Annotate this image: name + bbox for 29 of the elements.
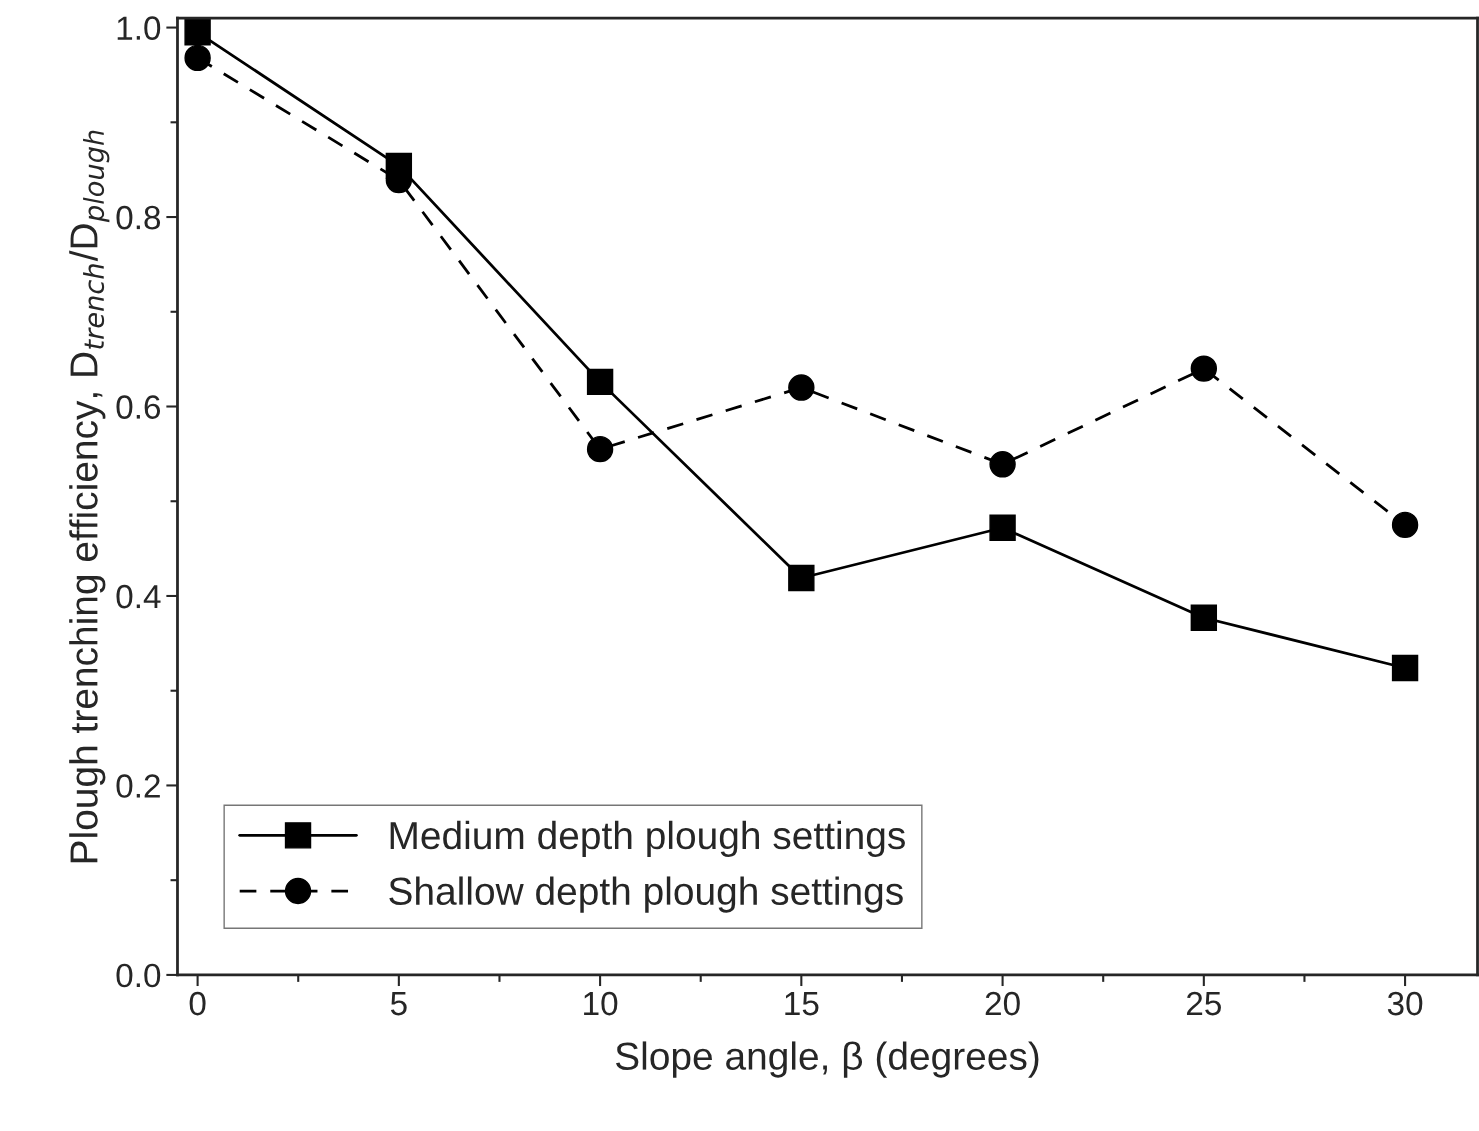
point [586,368,614,396]
x-tick-label: 0 [189,991,206,1016]
point [989,451,1016,478]
y-tick-label: 0.4 [116,584,161,609]
point [1391,654,1419,682]
x-tick-label: 5 [390,992,407,1016]
y-tick-label: 0.0 [116,963,161,988]
point [989,514,1016,541]
x-tick-label: 30 [1387,991,1423,1016]
y-tick-label: 0.8 [116,205,161,230]
y-tick-label: 1.0 [117,16,161,40]
point [1190,355,1218,382]
y-tick-label: 0.6 [116,395,161,419]
x-tick-label: 10 [584,991,618,1016]
point [1391,511,1419,539]
point [1190,604,1218,631]
x-tick-label: 15 [785,992,819,1016]
y-axis-title: Plough trenching efficiency, D$_{trench}$/D$_{plough}$ [69,130,110,863]
point [184,19,211,46]
point [788,374,815,401]
point [184,44,211,72]
x-tick-label: 25 [1186,991,1221,1016]
legend-label: Medium depth plough settings [390,820,905,857]
y-tick-label: 0.2 [116,774,160,798]
legend-label: Shallow depth plough settings [389,876,903,913]
point [586,435,614,463]
x-tick-label: 20 [985,991,1020,1016]
x-axis-title: Slope angle, β (degrees) [615,1041,1039,1078]
point [788,564,815,592]
